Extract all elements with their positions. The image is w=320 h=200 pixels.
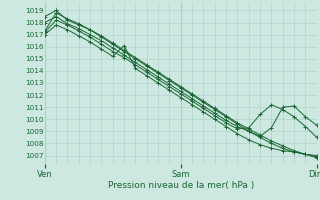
X-axis label: Pression niveau de la mer( hPa ): Pression niveau de la mer( hPa ) [108,181,254,190]
